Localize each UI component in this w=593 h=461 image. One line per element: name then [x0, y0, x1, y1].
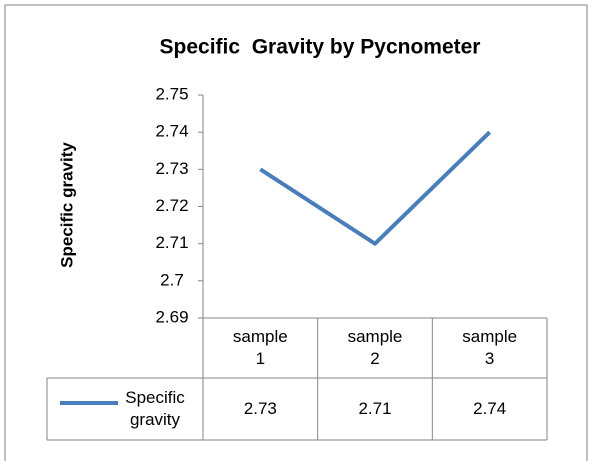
table-value: 2.74	[473, 399, 507, 418]
table-value: 2.71	[358, 399, 392, 418]
category-label: sample 2	[347, 327, 403, 368]
y-tick-label: 2.69	[155, 307, 188, 326]
y-tick-label: 2.74	[155, 122, 188, 141]
y-tick-label: 2.72	[155, 196, 188, 215]
table-value: 2.73	[243, 399, 277, 418]
chart-border	[4, 4, 588, 461]
y-axis-label: Specific gravity	[57, 142, 76, 268]
category-label: sample 3	[462, 327, 518, 368]
data-line	[259, 130, 492, 246]
y-tick-label: 2.73	[155, 159, 188, 178]
chart-title: Specific Gravity by Pycnometer	[160, 36, 481, 59]
category-label: sample 1	[232, 327, 288, 368]
y-tick-label: 2.7	[160, 270, 184, 289]
y-tick-label: 2.75	[155, 84, 188, 103]
y-tick-label: 2.71	[155, 233, 188, 252]
legend-label: Specific gravity	[125, 388, 185, 429]
